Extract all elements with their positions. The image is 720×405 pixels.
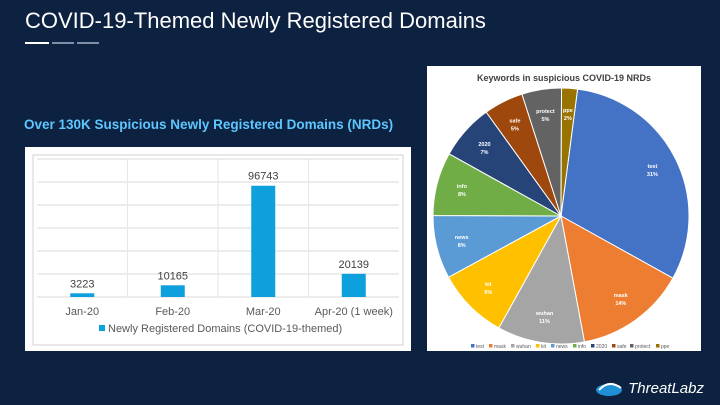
pie-legend-label: safe bbox=[617, 344, 627, 350]
pie-slice-label: test bbox=[648, 164, 658, 170]
pie-slice-percent: 31% bbox=[647, 172, 658, 178]
pie-slice-label: mask bbox=[614, 293, 629, 299]
pie-legend-label: mask bbox=[494, 344, 506, 350]
logo-text: ThreatLabz bbox=[628, 379, 704, 397]
pie-legend-label: info bbox=[578, 344, 586, 350]
bar bbox=[251, 185, 276, 297]
pie-chart: Keywords in suspicious COVID-19 NRDs test… bbox=[432, 73, 690, 350]
bar-legend-swatch bbox=[99, 325, 105, 331]
bar-legend-label: Newly Registered Domains (COVID-19-theme… bbox=[108, 323, 342, 335]
threatlabz-logo: ThreatLabz bbox=[594, 375, 704, 401]
pie-legend-label: protect bbox=[635, 344, 651, 350]
pie-legend-swatch bbox=[573, 344, 577, 348]
pie-legend-label: news bbox=[556, 344, 568, 350]
bar-data-label: 10165 bbox=[157, 270, 188, 282]
bar-category-label: Mar-20 bbox=[246, 306, 281, 318]
pie-slice bbox=[560, 88, 690, 279]
pie-title: Keywords in suspicious COVID-19 NRDs bbox=[477, 73, 651, 83]
bar bbox=[160, 285, 185, 297]
bar-chart: 3223 Jan-20 10165 Feb-20 96743 Mar-20 20139 Apr… bbox=[32, 154, 404, 346]
pie-slice bbox=[560, 215, 674, 343]
pie-legend-label: kit bbox=[541, 344, 547, 350]
pie-slice-label: ppe bbox=[563, 108, 573, 114]
pie-slice-percent: 5% bbox=[541, 117, 549, 123]
pie-legend-swatch bbox=[536, 344, 540, 348]
bar-data-label: 20139 bbox=[338, 259, 369, 271]
pie-slice-percent: 2% bbox=[564, 116, 572, 122]
pie-legend-label: 2020 bbox=[596, 344, 607, 350]
pie-legend-label: wuhan bbox=[516, 344, 531, 350]
pie-slice-label: 2020 bbox=[478, 142, 490, 148]
pie-chart-panel: Keywords in suspicious COVID-19 NRDs test… bbox=[427, 66, 701, 351]
bar bbox=[341, 273, 366, 297]
bar-data-label: 3223 bbox=[70, 278, 94, 290]
pie-slice-percent: 14% bbox=[615, 301, 626, 307]
pie-slice-label: news bbox=[455, 235, 469, 241]
bar-category-label: Feb-20 bbox=[155, 306, 190, 318]
pie-slice-label: wuhan bbox=[535, 311, 554, 317]
pie-slice-percent: 11% bbox=[539, 319, 550, 325]
bar-data-label: 96743 bbox=[248, 171, 279, 183]
pie-legend-swatch bbox=[630, 344, 634, 348]
pie-slice-percent: 5% bbox=[511, 127, 519, 133]
bar-chart-subtitle: Over 130K Suspicious Newly Registered Do… bbox=[24, 117, 394, 132]
pie-legend-swatch bbox=[471, 344, 475, 348]
bar bbox=[70, 293, 95, 297]
pie-legend-swatch bbox=[612, 344, 616, 348]
title-underline-decoration bbox=[25, 42, 105, 45]
pie-slice-percent: 8% bbox=[458, 243, 466, 249]
pie-legend-swatch bbox=[551, 344, 555, 348]
pie-slice-percent: 7% bbox=[481, 150, 489, 156]
bar-chart-panel: 3223 Jan-20 10165 Feb-20 96743 Mar-20 20139 Apr… bbox=[25, 147, 411, 351]
bar-category-label: Apr-20 (1 week) bbox=[315, 306, 393, 318]
slide-title: COVID-19-Themed Newly Registered Domains bbox=[25, 8, 486, 33]
pie-slice-percent: 9% bbox=[484, 290, 492, 296]
pie-legend-label: test bbox=[476, 344, 485, 350]
bar-category-label: Jan-20 bbox=[65, 306, 99, 318]
pie-legend-label: ppe bbox=[661, 344, 670, 350]
pie-slice-label: kit bbox=[485, 282, 492, 288]
pie-legend-swatch bbox=[489, 344, 493, 348]
pie-slice-percent: 8% bbox=[458, 192, 466, 198]
pie-legend-swatch bbox=[511, 344, 515, 348]
pie-slice-label: protect bbox=[536, 109, 555, 115]
pie-slice-label: safe bbox=[509, 119, 520, 125]
pie-slice bbox=[560, 87, 579, 217]
cloud-logo-icon bbox=[596, 383, 623, 396]
pie-legend-swatch bbox=[656, 344, 660, 348]
pie-slice bbox=[498, 214, 586, 345]
pie-legend-swatch bbox=[591, 344, 595, 348]
pie-slice-label: info bbox=[457, 184, 468, 190]
